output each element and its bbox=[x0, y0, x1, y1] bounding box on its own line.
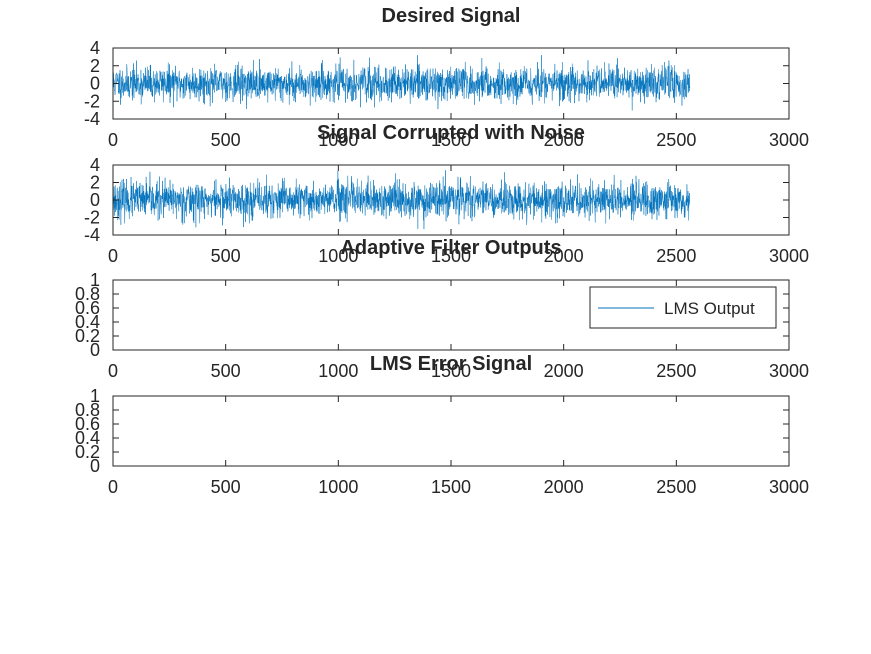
x-tick-label: 2500 bbox=[656, 246, 696, 266]
y-tick-label: 0.8 bbox=[75, 284, 100, 304]
legend-label: LMS Output bbox=[664, 299, 755, 318]
subplot-3: 0 500 1000 1500 2000 2500 300010.80.60.40.20Ad… bbox=[75, 237, 809, 381]
chart-title: Desired Signal bbox=[382, 5, 521, 27]
y-tick-label: 4 bbox=[90, 155, 100, 175]
y-tick-label: 0 bbox=[90, 190, 100, 210]
y-tick-label: 2 bbox=[90, 173, 100, 193]
y-tick-label: 0.8 bbox=[75, 400, 100, 420]
y-tick-label: 0.4 bbox=[75, 312, 100, 332]
series-line-1 bbox=[113, 170, 691, 230]
x-tick-label: 2000 bbox=[544, 246, 584, 266]
x-tick-label: 1000 bbox=[318, 361, 358, 381]
x-tick-label: 0 bbox=[108, 477, 118, 497]
x-tick-label: 0 bbox=[108, 246, 118, 266]
y-tick-label: 1 bbox=[90, 270, 100, 290]
y-tick-label: 0 bbox=[90, 456, 100, 476]
axes-box bbox=[112, 395, 790, 467]
x-tick-label: 1000 bbox=[318, 477, 358, 497]
x-tick-label: 2500 bbox=[656, 130, 696, 150]
series-line-1 bbox=[112, 55, 691, 111]
y-tick-label: 0.2 bbox=[75, 442, 100, 462]
x-tick-label: 2000 bbox=[544, 361, 584, 381]
chart-title: LMS Error Signal bbox=[370, 353, 532, 375]
y-tick-label: -4 bbox=[84, 225, 100, 245]
x-tick-label: 1500 bbox=[431, 361, 471, 381]
y-tick-label: -4 bbox=[84, 109, 100, 129]
chart-title: Adaptive Filter Outputs bbox=[340, 237, 561, 259]
x-tick-label: 1500 bbox=[431, 130, 471, 150]
x-tick-label: 0 bbox=[108, 130, 118, 150]
x-tick-label: 3000 bbox=[769, 246, 809, 266]
x-tick-label: 3000 bbox=[769, 477, 809, 497]
y-tick-label: 4 bbox=[90, 38, 100, 58]
y-tick-label: 0.4 bbox=[75, 428, 100, 448]
subplot-4: 0 500 1000 1500 2000 2500 300010.80.60.40.20LM… bbox=[75, 353, 809, 497]
x-tick-label: 500 bbox=[211, 477, 241, 497]
x-tick-label: 2500 bbox=[656, 477, 696, 497]
x-tick-label: 1500 bbox=[431, 477, 471, 497]
y-tick-label: 0 bbox=[90, 74, 100, 94]
x-tick-label: 3000 bbox=[769, 130, 809, 150]
legend: LMS Output bbox=[589, 286, 777, 329]
x-tick-label: 500 bbox=[211, 246, 241, 266]
y-tick-label: -2 bbox=[84, 91, 100, 111]
x-tick-label: 2000 bbox=[544, 477, 584, 497]
x-tick-label: 500 bbox=[211, 361, 241, 381]
x-tick-label: 3000 bbox=[769, 361, 809, 381]
x-tick-label: 1000 bbox=[318, 130, 358, 150]
y-tick-label: 0 bbox=[90, 340, 100, 360]
x-tick-label: 1500 bbox=[431, 246, 471, 266]
y-tick-label: 0.6 bbox=[75, 298, 100, 318]
x-tick-label: 2500 bbox=[656, 361, 696, 381]
y-tick-label: 1 bbox=[90, 386, 100, 406]
x-tick-label: 0 bbox=[108, 361, 118, 381]
y-tick-label: 0.6 bbox=[75, 414, 100, 434]
x-tick-label: 2000 bbox=[544, 130, 584, 150]
y-tick-label: 0.2 bbox=[75, 326, 100, 346]
y-tick-label: 2 bbox=[90, 56, 100, 76]
x-tick-label: 500 bbox=[211, 130, 241, 150]
x-tick-label: 1000 bbox=[318, 246, 358, 266]
chart-title: Signal Corrupted with Noise bbox=[317, 122, 585, 144]
y-tick-label: -2 bbox=[84, 208, 100, 228]
